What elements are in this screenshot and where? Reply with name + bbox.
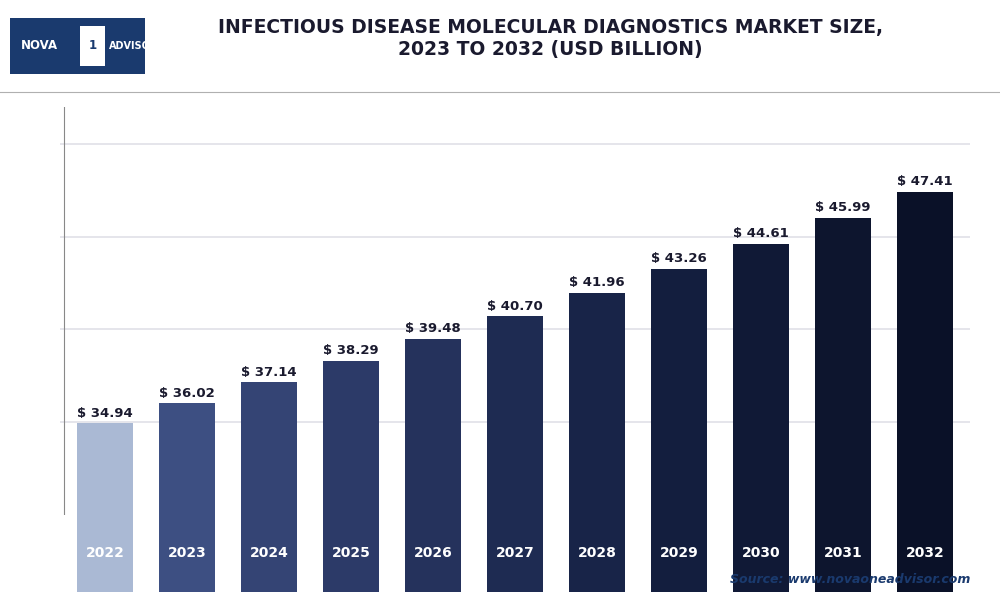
Bar bbox=[651, 269, 707, 592]
Text: $ 39.48: $ 39.48 bbox=[405, 322, 461, 335]
Bar bbox=[569, 293, 625, 592]
Bar bbox=[77, 423, 133, 592]
Text: 1: 1 bbox=[88, 40, 96, 52]
Text: 2028: 2028 bbox=[578, 546, 616, 559]
Text: 2030: 2030 bbox=[742, 546, 780, 559]
Text: $ 36.02: $ 36.02 bbox=[159, 387, 215, 400]
Text: $ 40.70: $ 40.70 bbox=[487, 300, 543, 313]
Text: 2027: 2027 bbox=[496, 546, 534, 559]
Text: 2029: 2029 bbox=[660, 546, 698, 559]
Text: 2031: 2031 bbox=[824, 546, 862, 559]
Text: $ 41.96: $ 41.96 bbox=[569, 276, 625, 289]
Text: NOVA: NOVA bbox=[21, 40, 58, 52]
Bar bbox=[241, 382, 297, 592]
Text: $ 43.26: $ 43.26 bbox=[651, 252, 707, 265]
Text: $ 34.94: $ 34.94 bbox=[77, 407, 133, 420]
Bar bbox=[897, 192, 953, 592]
Text: $ 44.61: $ 44.61 bbox=[733, 227, 789, 240]
FancyBboxPatch shape bbox=[80, 26, 105, 66]
Text: 2025: 2025 bbox=[332, 546, 370, 559]
Text: INFECTIOUS DISEASE MOLECULAR DIAGNOSTICS MARKET SIZE,
2023 TO 2032 (USD BILLION): INFECTIOUS DISEASE MOLECULAR DIAGNOSTICS… bbox=[218, 18, 883, 59]
Bar bbox=[815, 218, 871, 592]
Text: 2024: 2024 bbox=[250, 546, 288, 559]
Bar bbox=[487, 316, 543, 592]
Text: $ 47.41: $ 47.41 bbox=[897, 175, 953, 188]
Text: 2023: 2023 bbox=[168, 546, 206, 559]
Bar bbox=[159, 403, 215, 592]
Bar bbox=[323, 361, 379, 592]
Text: $ 37.14: $ 37.14 bbox=[241, 366, 297, 379]
Text: $ 38.29: $ 38.29 bbox=[323, 345, 379, 358]
Bar bbox=[405, 339, 461, 592]
Text: 2032: 2032 bbox=[906, 546, 944, 559]
Text: ADVISOR: ADVISOR bbox=[109, 41, 158, 51]
Bar bbox=[733, 244, 789, 592]
Text: Source: www.novaoneadvisor.com: Source: www.novaoneadvisor.com bbox=[730, 573, 970, 586]
Text: 2026: 2026 bbox=[414, 546, 452, 559]
Text: 2022: 2022 bbox=[86, 546, 125, 559]
Text: $ 45.99: $ 45.99 bbox=[815, 201, 871, 214]
